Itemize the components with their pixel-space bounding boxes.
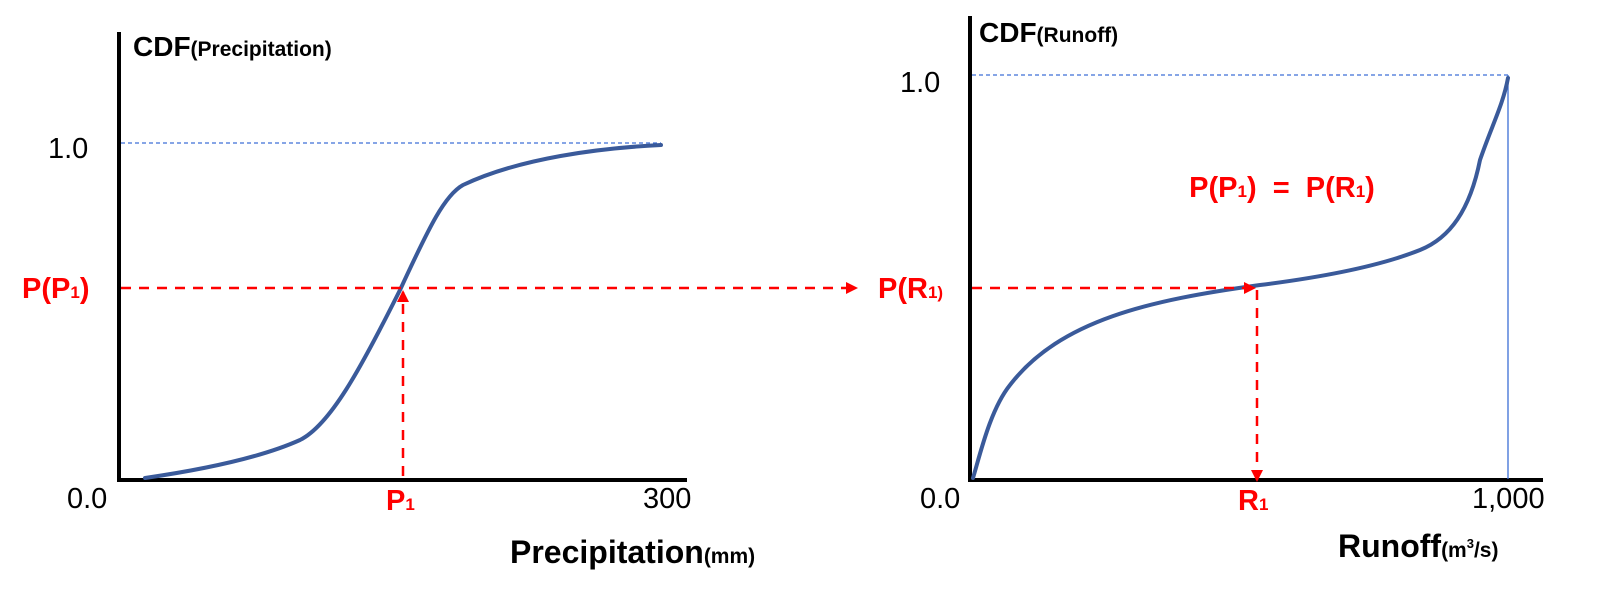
right-title-sub: (Runoff) bbox=[1037, 24, 1119, 47]
equality-equation: P(P1) = P(R1) bbox=[1158, 172, 1397, 204]
right-y-tick-top: 1.0 bbox=[900, 67, 940, 99]
runoff-axis-unit-sup: 3 bbox=[1467, 536, 1474, 551]
precipitation-cdf-panel: CDF(Precipitation) 1.0 0.0 300 P(P1) P1 … bbox=[22, 31, 858, 570]
runoff-axis-label: Runoff(m3/s) bbox=[1338, 528, 1498, 564]
right-x-tick-end: 1,000 bbox=[1472, 483, 1545, 515]
p1-label: P1 bbox=[386, 485, 415, 517]
equation-sub-a: 1 bbox=[1237, 182, 1246, 201]
r1-label: R1 bbox=[1238, 485, 1268, 517]
precipitation-axis-main: Precipitation bbox=[510, 534, 704, 570]
p1-sub: 1 bbox=[405, 495, 414, 514]
left-x-tick-end: 300 bbox=[643, 483, 691, 515]
left-y-tick-top: 1.0 bbox=[48, 133, 88, 165]
equation-sub-b: 1 bbox=[1356, 182, 1365, 201]
runoff-axis-unit-open: (m bbox=[1441, 539, 1467, 562]
right-title-main: CDF bbox=[979, 17, 1037, 48]
p-of-r1-sub: 1) bbox=[928, 283, 943, 302]
equation-part-a: P(P bbox=[1189, 172, 1237, 204]
precipitation-axis-label: Precipitation(mm) bbox=[510, 534, 755, 570]
runoff-axis-unit-close: /s) bbox=[1474, 539, 1499, 562]
p-of-p1-label: P(P1) bbox=[22, 273, 89, 305]
p-of-p1-sub: 1 bbox=[70, 283, 79, 302]
p-of-r1-label: P(R1) bbox=[878, 273, 943, 305]
runoff-cdf-panel: CDF(Runoff) 1.0 0.0 1,000 P(R1) P(P1) = … bbox=[878, 16, 1545, 564]
equation-close: ) bbox=[1365, 172, 1375, 204]
runoff-axis-main: Runoff bbox=[1338, 528, 1441, 564]
p-of-p1-main: P(P bbox=[22, 273, 70, 305]
p1-main: P bbox=[386, 485, 405, 517]
runoff-cdf-curve bbox=[971, 76, 1510, 480]
left-title-main: CDF bbox=[133, 31, 191, 62]
p-of-p1-close: ) bbox=[80, 273, 90, 305]
r1-main: R bbox=[1238, 485, 1259, 517]
precipitation-axis-unit: (mm) bbox=[704, 545, 755, 568]
left-y-tick-bottom: 0.0 bbox=[67, 483, 107, 515]
left-title: CDF(Precipitation) bbox=[133, 31, 332, 62]
right-title: CDF(Runoff) bbox=[979, 17, 1118, 48]
left-title-sub: (Precipitation) bbox=[191, 38, 332, 61]
equation-middle: ) = P(R bbox=[1247, 172, 1356, 204]
p-of-r1-main: P(R bbox=[878, 273, 928, 305]
right-y-tick-bottom: 0.0 bbox=[920, 483, 960, 515]
r1-sub: 1 bbox=[1259, 495, 1268, 514]
